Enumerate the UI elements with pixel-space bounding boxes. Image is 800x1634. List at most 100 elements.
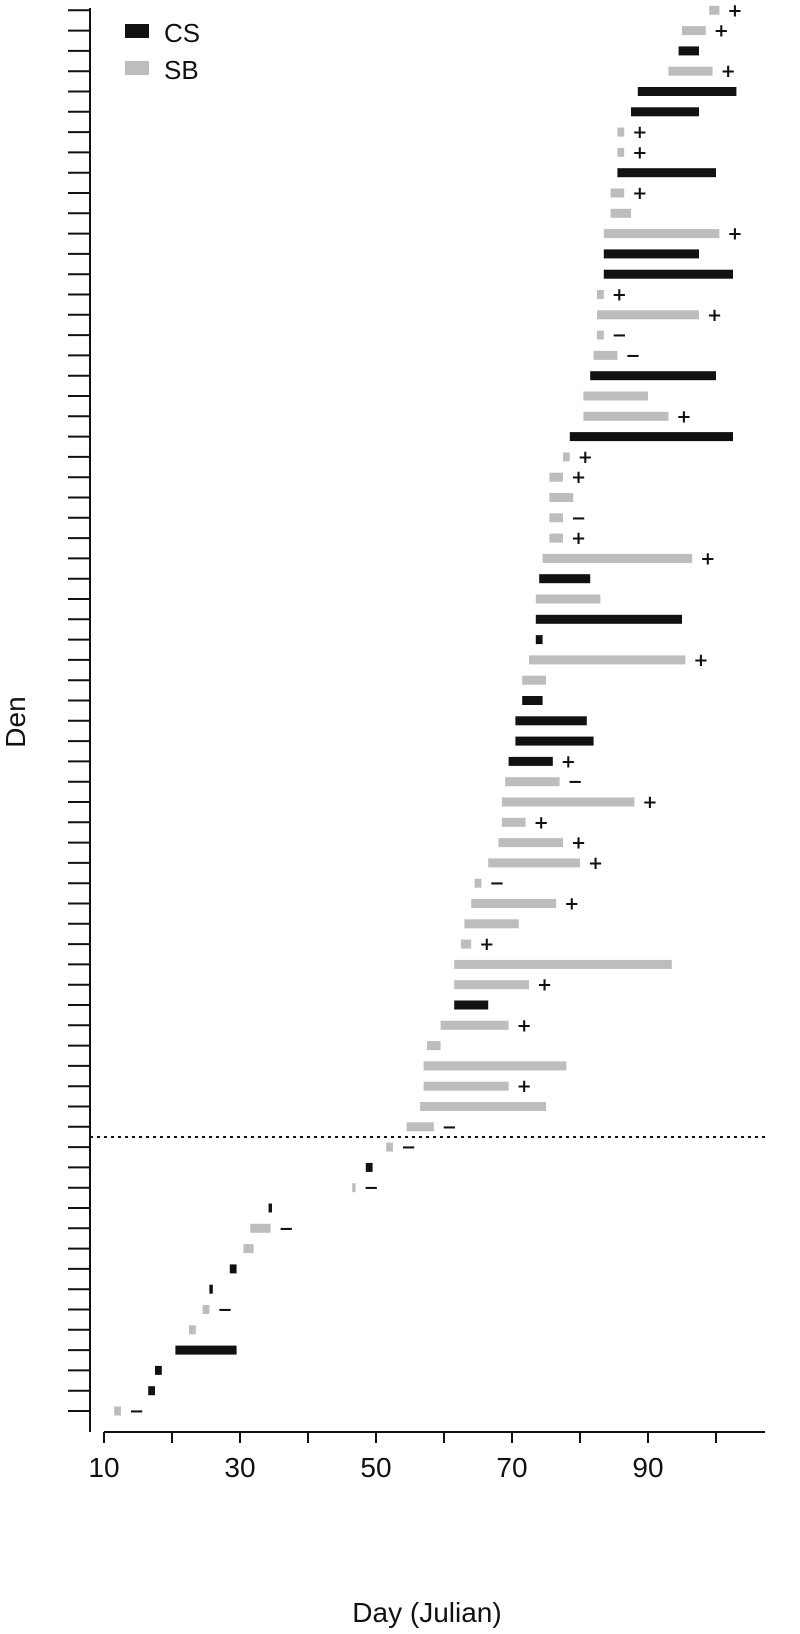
plus-marker: +: [727, 0, 742, 21]
x-axis-ticks: 10 30 50 70 90: [88, 1432, 717, 1483]
bar-sb-den-69: [682, 26, 706, 36]
bar-sb-den-27: [474, 878, 482, 888]
bar-sb-den-29: [498, 838, 563, 848]
x-tick-label: 10: [88, 1452, 119, 1483]
bar-cs-den-58: [603, 249, 699, 259]
bar-sb-den-41: [535, 594, 601, 604]
bar-cs-den-7: [209, 1284, 213, 1294]
bar-sb-den-28: [488, 858, 580, 868]
bar-cs-den-65: [631, 107, 699, 117]
minus-marker: −: [612, 325, 627, 346]
bar-cs-den-66: [637, 87, 737, 96]
bar-cs-den-21: [454, 1000, 489, 1010]
bar-sb-den-50: [583, 411, 669, 421]
bar-sb-den-59: [603, 229, 720, 239]
bar-sb-den-64: [617, 127, 625, 137]
bar-sb-den-44: [549, 533, 563, 543]
plus-marker: +: [727, 224, 742, 245]
bar-cs-den-49: [569, 432, 733, 442]
bar-sb-den-14: [386, 1142, 393, 1152]
plus-marker: +: [578, 447, 593, 468]
bar-sb-den-6: [202, 1305, 210, 1314]
minus-marker: −: [489, 873, 504, 894]
bar-sb-den-45: [549, 513, 563, 523]
bar-sb-den-46: [549, 493, 574, 502]
plus-marker: +: [707, 305, 722, 326]
bar-sb-den-10: [250, 1223, 271, 1233]
plus-marker: +: [714, 21, 729, 42]
bar-sb-den-23: [454, 959, 672, 969]
bar-sb-den-37: [522, 675, 546, 685]
bar-sb-den-22: [454, 980, 529, 990]
plus-marker: +: [721, 61, 736, 82]
bar-sb-den-55: [597, 310, 699, 320]
bar-cs-den-33: [508, 756, 553, 766]
bar-cs-den-2: [148, 1386, 155, 1396]
minus-marker: −: [401, 1137, 416, 1158]
legend: CS SB: [125, 18, 200, 85]
bar-sb-den-47: [549, 472, 563, 482]
bar-cs-den-8: [229, 1264, 237, 1274]
plus-marker: +: [479, 934, 494, 955]
bar-sb-den-17: [423, 1081, 509, 1091]
y-axis-title: Den: [0, 696, 31, 747]
plus-marker: +: [588, 853, 603, 874]
legend-label-sb: SB: [164, 55, 199, 85]
plus-marker: +: [571, 467, 586, 488]
bar-sb-den-5: [189, 1325, 196, 1335]
minus-marker: −: [364, 1178, 379, 1199]
bar-cs-den-39: [535, 635, 543, 645]
legend-swatch-sb: [125, 61, 149, 75]
bar-sb-den-54: [597, 330, 604, 340]
minus-marker: −: [568, 772, 583, 793]
minus-marker: −: [442, 1117, 457, 1138]
legend-swatch-cs: [125, 24, 149, 38]
bar-sb-den-60: [610, 208, 631, 218]
bar-cs-den-52: [590, 371, 716, 381]
x-tick-label: 50: [360, 1452, 391, 1483]
x-axis-title: Day (Julian): [352, 1597, 501, 1628]
bar-cs-den-42: [539, 574, 591, 584]
legend-label-cs: CS: [164, 18, 200, 48]
bar-sb-den-51: [583, 391, 648, 401]
bar-cs-den-11: [268, 1203, 272, 1213]
bar-sb-den-19: [427, 1041, 441, 1051]
bar-sb-den-43: [542, 553, 693, 563]
bar-sb-den-67: [668, 66, 713, 76]
plus-marker: +: [612, 285, 627, 306]
axes: [89, 8, 765, 1433]
plus-marker: +: [632, 142, 647, 163]
bar-cs-den-13: [365, 1162, 373, 1172]
bar-cs-den-4: [175, 1345, 237, 1355]
bar-sb-den-18: [423, 1061, 567, 1071]
bar-sb-den-25: [464, 919, 519, 929]
bar-sb-den-70: [709, 5, 720, 15]
plus-marker: +: [517, 1015, 532, 1036]
plus-marker: +: [693, 650, 708, 671]
plus-marker: +: [537, 975, 552, 996]
bar-sb-den-1: [114, 1406, 121, 1416]
x-tick-label: 90: [632, 1452, 663, 1483]
sign-markers: −−−−−−+++++−++++−++++−+++−−+++++++++: [129, 0, 742, 1422]
bar-sb-den-63: [617, 147, 625, 157]
bar-cs-den-40: [535, 614, 682, 624]
y-axis-ticks: [68, 9, 90, 1412]
bar-sb-den-61: [610, 188, 625, 198]
bar-sb-den-48: [563, 452, 570, 462]
bar-sb-den-16: [420, 1102, 546, 1111]
plus-marker: +: [564, 894, 579, 915]
bar-sb-den-26: [471, 899, 557, 908]
bar-sb-den-24: [461, 939, 472, 949]
minus-marker: −: [279, 1218, 294, 1239]
bar-sb-den-38: [529, 655, 686, 665]
plus-marker: +: [676, 406, 691, 427]
bars: [114, 5, 737, 1416]
plus-marker: +: [571, 528, 586, 549]
plus-marker: +: [632, 183, 647, 204]
minus-marker: −: [571, 508, 586, 529]
bar-sb-den-12: [352, 1183, 356, 1193]
minus-marker: −: [625, 345, 640, 366]
bar-cs-den-36: [522, 696, 543, 705]
plus-marker: +: [534, 812, 549, 833]
bar-sb-den-20: [440, 1020, 509, 1030]
